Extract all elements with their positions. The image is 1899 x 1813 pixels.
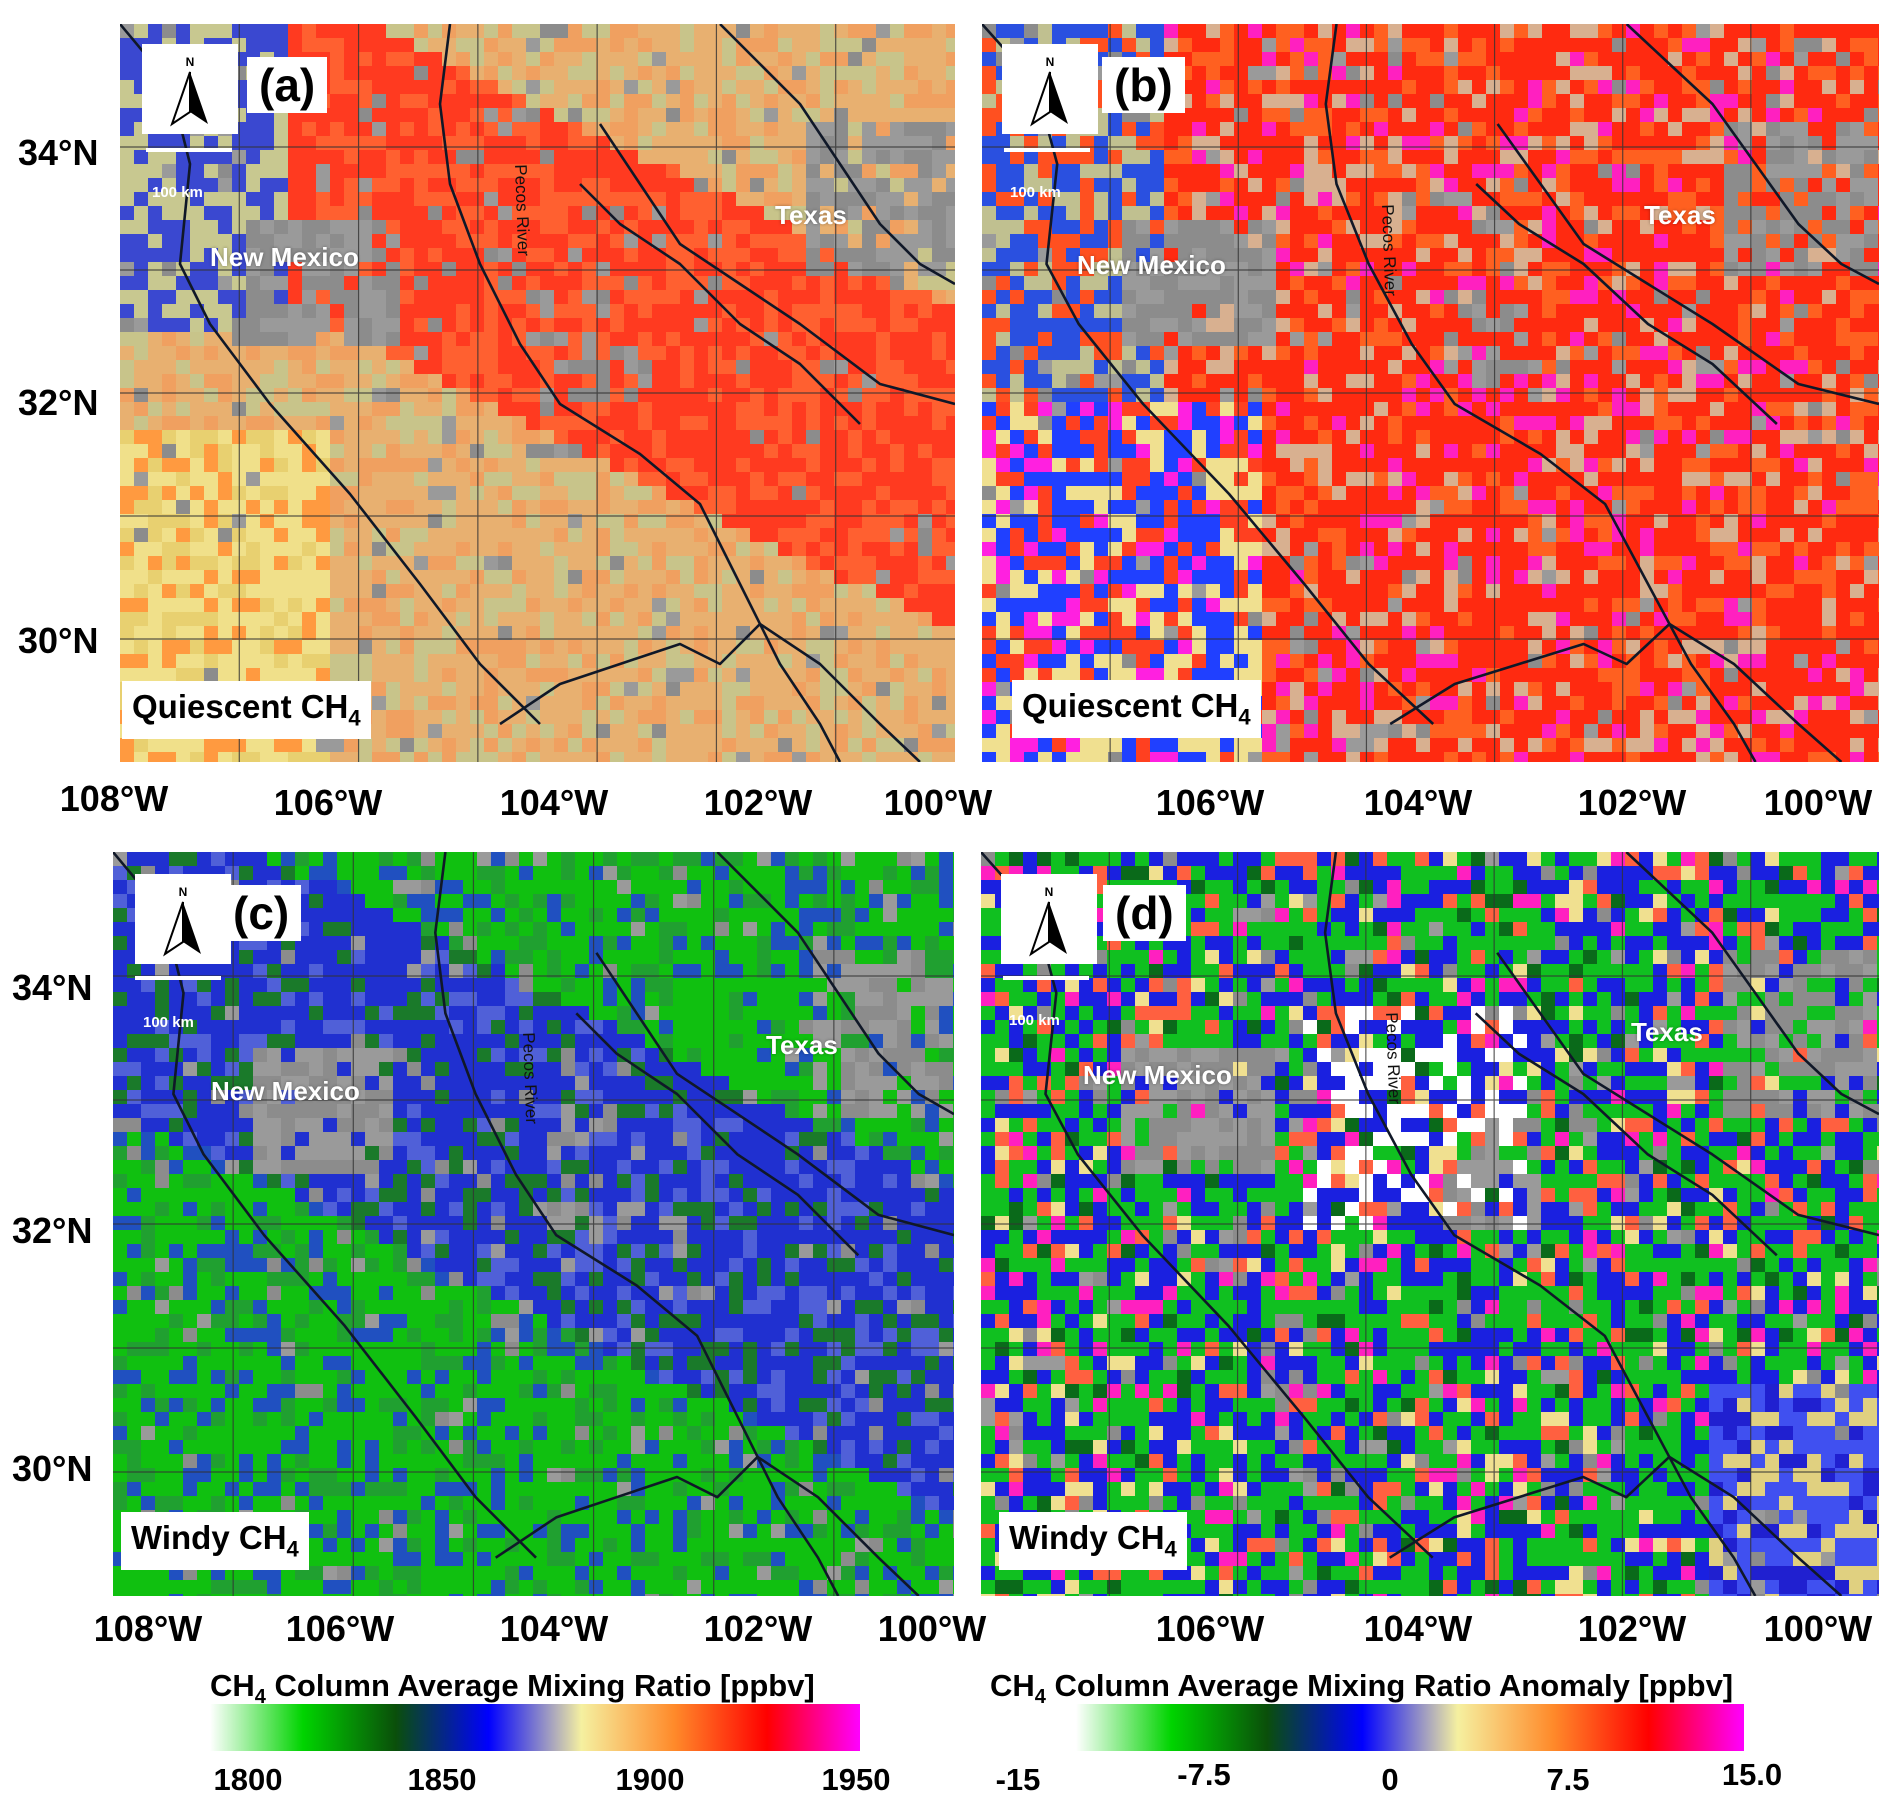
ch4-field-c — [113, 852, 954, 1596]
lat-label-34n-top-left: 34°N — [18, 132, 99, 173]
colorbar-tick: 1950 — [821, 1762, 891, 1797]
north-arrow-icon: N — [142, 44, 238, 134]
lon-label-100w-top-right: 100°W — [1763, 782, 1873, 823]
label-texas: Texas — [1631, 1017, 1703, 1047]
panel-caption: Quiescent CH4 — [1012, 680, 1261, 738]
svg-text:N: N — [186, 55, 195, 69]
lon-label-100w-bottom: 100°W — [877, 1608, 987, 1649]
lon-label-108w-top: 108°W — [59, 778, 169, 819]
ch4-field-b — [982, 24, 1879, 762]
label-pecos-river: Pecos River — [1378, 204, 1401, 297]
label-new-mexico: New Mexico — [1077, 250, 1226, 280]
lon-label-102w-bottom: 102°W — [703, 1608, 813, 1649]
lat-label-32n-top-left: 32°N — [18, 382, 99, 423]
lon-label-100w-top: 100°W — [883, 782, 993, 823]
pixel-field — [982, 24, 1879, 762]
colorbar-anomaly — [1076, 1704, 1744, 1751]
map-panel-b: (b) N 100 km New Mexico Texas Pecos Rive… — [982, 24, 1879, 762]
label-texas: Texas — [766, 1030, 838, 1060]
panel-label: (b) — [1102, 57, 1185, 114]
panel-label: (c) — [221, 885, 302, 942]
label-texas: Texas — [1644, 200, 1716, 230]
graticule — [981, 852, 1879, 1596]
lon-label-106w-top-right: 106°W — [1155, 782, 1265, 823]
colorbar-tick: 15.0 — [1721, 1757, 1783, 1792]
panel-caption: Quiescent CH4 — [122, 681, 371, 739]
ch4-field-a — [120, 24, 955, 762]
lon-label-104w-bottom-right: 104°W — [1363, 1608, 1473, 1649]
colorbar-tick: 1850 — [407, 1762, 477, 1797]
colorbar-tick: -7.5 — [1177, 1757, 1231, 1792]
north-arrow-icon: N — [135, 874, 231, 964]
lon-label-102w-bottom-right: 102°W — [1577, 1608, 1687, 1649]
lon-label-102w-top: 102°W — [703, 782, 813, 823]
rivers-and-borders — [113, 852, 954, 1596]
colorbar-title-absolute: CH4 Column Average Mixing Ratio [ppbv] — [210, 1668, 815, 1709]
lon-label-100w-bottom-right: 100°W — [1763, 1608, 1873, 1649]
lat-label-32n-bottom-left: 32°N — [12, 1210, 93, 1251]
scale-bar — [135, 976, 221, 980]
panel-label: (d) — [1103, 885, 1186, 942]
label-texas: Texas — [775, 200, 847, 230]
scale-label: 100 km — [152, 184, 203, 201]
lon-label-104w-top: 104°W — [499, 782, 609, 823]
map-panel-a: (a) N 100 km New Mexico Texas Pecos Rive… — [120, 24, 955, 762]
lon-label-106w-top: 106°W — [273, 782, 383, 823]
panel-label: (a) — [247, 57, 328, 114]
lon-label-104w-top-right: 104°W — [1363, 782, 1473, 823]
colorbar-tick: 0 — [1381, 1762, 1399, 1797]
lat-label-30n-bottom-left: 30°N — [12, 1448, 93, 1489]
north-arrow-icon: N — [1001, 874, 1097, 964]
colorbar-tick: 1800 — [213, 1762, 283, 1797]
scale-label: 100 km — [1009, 1012, 1060, 1029]
scale-label: 100 km — [143, 1014, 194, 1031]
colorbar-tick: -15 — [995, 1762, 1041, 1797]
pixel-field — [120, 24, 955, 762]
colorbar-tick: 1900 — [615, 1762, 685, 1797]
lat-label-34n-bottom-left: 34°N — [12, 967, 93, 1008]
north-arrow-icon: N — [1002, 44, 1098, 134]
colorbar-tick: 7.5 — [1546, 1762, 1590, 1797]
graticule — [120, 24, 955, 762]
lon-label-108w-bottom: 108°W — [93, 1608, 203, 1649]
scale-bar — [1003, 976, 1089, 980]
scale-bar — [1004, 148, 1090, 152]
lon-label-106w-bottom-right: 106°W — [1155, 1608, 1265, 1649]
pixel-field — [113, 852, 954, 1596]
scale-label: 100 km — [1010, 184, 1061, 201]
label-new-mexico: New Mexico — [210, 242, 359, 272]
label-new-mexico: New Mexico — [211, 1076, 360, 1106]
graticule — [113, 852, 954, 1596]
panel-caption: Windy CH4 — [999, 1512, 1187, 1570]
scale-bar — [146, 148, 232, 152]
colorbar-absolute — [210, 1704, 860, 1751]
label-pecos-river: Pecos River — [511, 164, 534, 257]
lon-label-104w-bottom: 104°W — [499, 1608, 609, 1649]
graticule — [982, 24, 1879, 762]
map-panel-c: (c) N 100 km New Mexico Texas Pecos Rive… — [113, 852, 954, 1596]
label-new-mexico: New Mexico — [1083, 1060, 1232, 1090]
ch4-field-d — [981, 852, 1879, 1596]
map-panel-d: (d) N 100 km New Mexico Texas Pecos Rive… — [981, 852, 1879, 1596]
colorbar-title-anomaly: CH4 Column Average Mixing Ratio Anomaly … — [990, 1668, 1734, 1709]
label-pecos-river: Pecos River — [1382, 1012, 1405, 1105]
label-pecos-river: Pecos River — [519, 1032, 542, 1125]
lat-label-30n-top-left: 30°N — [18, 620, 99, 661]
lon-label-102w-top-right: 102°W — [1577, 782, 1687, 823]
lon-label-106w-bottom: 106°W — [285, 1608, 395, 1649]
panel-caption: Windy CH4 — [121, 1512, 309, 1570]
